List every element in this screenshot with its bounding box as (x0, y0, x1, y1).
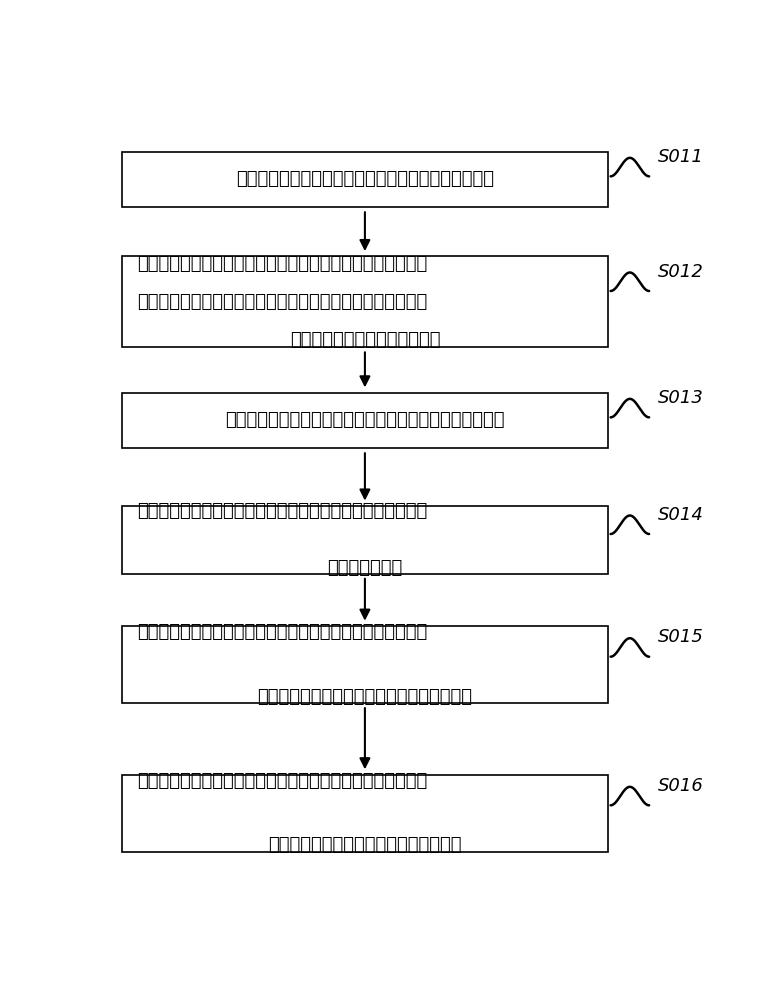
Bar (122, 256, 607, 347)
Bar (122, 774, 607, 852)
Text: S014: S014 (658, 506, 704, 524)
Text: S011: S011 (658, 148, 704, 166)
Text: 根据从当前时刻往前依序确定得到的第二预设数量个油量电阻: 根据从当前时刻往前依序确定得到的第二预设数量个油量电阻 (137, 623, 427, 641)
Bar (122, 393, 607, 448)
Text: S012: S012 (658, 263, 704, 281)
Text: 值和当前油量电阻值，确定当前油量电阻均值: 值和当前油量电阻值，确定当前油量电阻均值 (257, 688, 472, 706)
Text: 当前油量电阻值: 当前油量电阻值 (327, 559, 403, 577)
Text: S013: S013 (658, 389, 704, 407)
Text: 以获得第一预设数量个油量电压值，并基于第一预设数量个油: 以获得第一预设数量个油量电压值，并基于第一预设数量个油 (137, 293, 427, 311)
Text: 当确定保留当前油量电压均值时，根据当前油量电压均值确定: 当确定保留当前油量电压均值时，根据当前油量电压均值确定 (137, 502, 427, 520)
Text: 按照预设周期获取油量传感器在设定时段输出的油量电压值，: 按照预设周期获取油量传感器在设定时段输出的油量电压值， (137, 255, 427, 273)
Bar (122, 506, 607, 574)
Bar (122, 626, 607, 703)
Text: 当前油量电阻均值确定当前车辆剩余油量: 当前油量电阻均值确定当前车辆剩余油量 (268, 836, 461, 854)
Text: 基于预存的油箱剩余油量与油量电阻值之间的对应关系，根据: 基于预存的油箱剩余油量与油量电阻值之间的对应关系，根据 (137, 772, 427, 790)
Text: 量电压值确定当前油量电压均值: 量电压值确定当前油量电压均值 (290, 331, 440, 349)
Text: 根据当前车辆状态参数确定车辆当前加速度和当前角度: 根据当前车辆状态参数确定车辆当前加速度和当前角度 (236, 170, 494, 188)
Text: S015: S015 (658, 628, 704, 646)
Text: 根据当前加速度和当前角度确定是否保留当前油量电压均值: 根据当前加速度和当前角度确定是否保留当前油量电压均值 (225, 411, 505, 429)
Text: S016: S016 (658, 777, 704, 795)
Bar (122, 152, 607, 207)
